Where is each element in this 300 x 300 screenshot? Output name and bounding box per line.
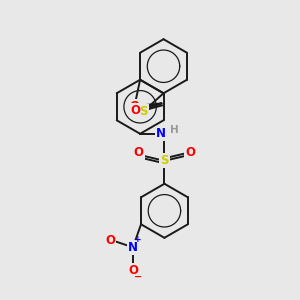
Text: S: S — [160, 154, 169, 167]
Text: O: O — [134, 146, 144, 159]
Text: O: O — [130, 100, 140, 113]
Text: O: O — [105, 234, 115, 247]
Text: O: O — [130, 104, 140, 117]
Text: N: N — [128, 241, 138, 254]
Text: O: O — [185, 146, 195, 159]
Text: O: O — [128, 264, 138, 277]
Text: S: S — [139, 105, 148, 118]
Text: N: N — [156, 127, 166, 140]
Text: H: H — [169, 125, 178, 135]
Text: +: + — [134, 235, 142, 244]
Text: −: − — [134, 272, 142, 282]
